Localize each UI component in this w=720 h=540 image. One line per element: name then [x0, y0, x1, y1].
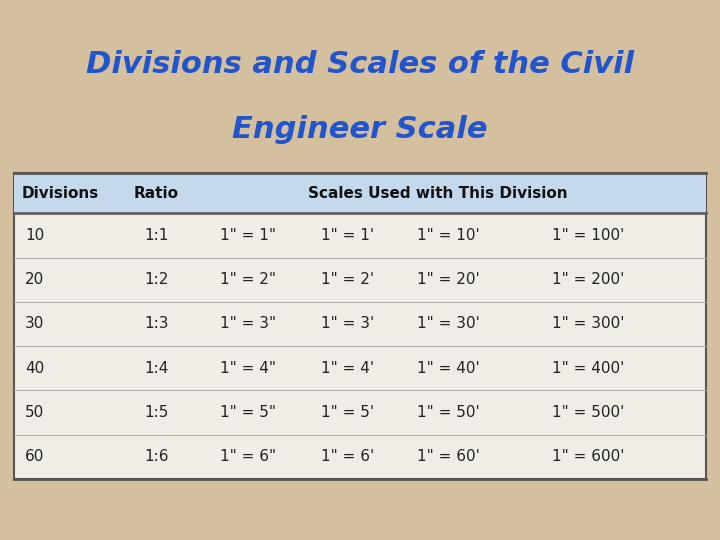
Text: 1" = 200': 1" = 200' — [552, 272, 624, 287]
Text: 1" = 6': 1" = 6' — [321, 449, 374, 464]
Text: 1" = 30': 1" = 30' — [417, 316, 480, 332]
Text: 1" = 40': 1" = 40' — [417, 361, 480, 376]
FancyBboxPatch shape — [14, 173, 706, 479]
Text: Scales Used with This Division: Scales Used with This Division — [308, 186, 567, 200]
Text: Ratio: Ratio — [134, 186, 179, 200]
Text: 1" = 3": 1" = 3" — [220, 316, 276, 332]
Text: Divisions: Divisions — [22, 186, 99, 200]
Text: 60: 60 — [25, 449, 45, 464]
Text: 1" = 1": 1" = 1" — [220, 228, 276, 243]
Text: 1" = 1': 1" = 1' — [321, 228, 374, 243]
Text: 1" = 600': 1" = 600' — [552, 449, 624, 464]
Text: 1" = 10': 1" = 10' — [417, 228, 480, 243]
Text: 1" = 2': 1" = 2' — [321, 272, 374, 287]
Text: 1" = 60': 1" = 60' — [417, 449, 480, 464]
Text: 1" = 5": 1" = 5" — [220, 405, 276, 420]
Text: 1" = 20': 1" = 20' — [417, 272, 480, 287]
FancyBboxPatch shape — [14, 173, 706, 213]
Text: 1" = 500': 1" = 500' — [552, 405, 624, 420]
Text: 1" = 400': 1" = 400' — [552, 361, 624, 376]
Text: 40: 40 — [25, 361, 45, 376]
Text: 1:5: 1:5 — [144, 405, 168, 420]
Text: 30: 30 — [25, 316, 45, 332]
Text: 1:4: 1:4 — [144, 361, 168, 376]
Text: 1" = 5': 1" = 5' — [321, 405, 374, 420]
Text: 1" = 2": 1" = 2" — [220, 272, 276, 287]
Text: 1:3: 1:3 — [144, 316, 168, 332]
Text: 1:1: 1:1 — [144, 228, 168, 243]
Text: 1" = 3': 1" = 3' — [321, 316, 374, 332]
Text: 1" = 4': 1" = 4' — [321, 361, 374, 376]
Text: 1" = 50': 1" = 50' — [417, 405, 480, 420]
Text: 1" = 4": 1" = 4" — [220, 361, 276, 376]
Text: 1" = 6": 1" = 6" — [220, 449, 276, 464]
Text: 20: 20 — [25, 272, 45, 287]
Text: 10: 10 — [25, 228, 45, 243]
Text: 1" = 300': 1" = 300' — [552, 316, 624, 332]
Text: Engineer Scale: Engineer Scale — [233, 115, 487, 144]
Text: 1:6: 1:6 — [144, 449, 168, 464]
Text: 50: 50 — [25, 405, 45, 420]
Text: 1:2: 1:2 — [144, 272, 168, 287]
Text: 1" = 100': 1" = 100' — [552, 228, 624, 243]
Text: Divisions and Scales of the Civil: Divisions and Scales of the Civil — [86, 50, 634, 79]
